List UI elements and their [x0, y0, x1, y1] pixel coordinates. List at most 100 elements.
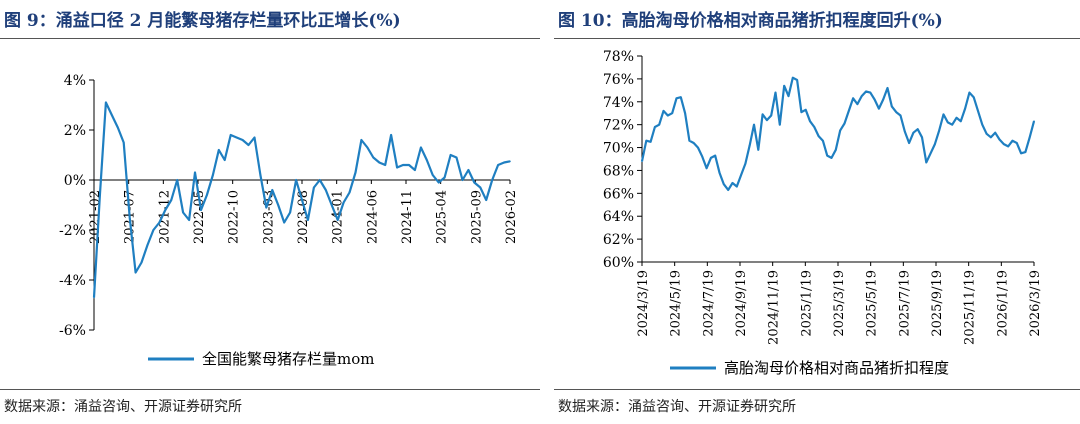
data-point	[140, 261, 143, 264]
data-point	[117, 126, 119, 129]
data-point	[426, 159, 428, 161]
data-point	[271, 189, 274, 191]
data-point	[431, 174, 434, 176]
x-tick-label: 2026/3/19	[1028, 270, 1043, 337]
x-tick-label: 2025/5/19	[865, 270, 880, 337]
y-tick-label: 70%	[603, 141, 634, 157]
left-title-rule	[0, 38, 540, 39]
data-point	[301, 199, 303, 201]
data-point	[408, 164, 410, 166]
legend-label: 全国能繁母猪存栏量mom	[202, 350, 374, 368]
x-tick-label: 2025/9/19	[930, 270, 945, 337]
x-tick-label: 2023-08	[296, 190, 311, 244]
data-point	[701, 155, 704, 158]
y-tick-label: 72%	[603, 118, 634, 134]
left-chart-source: 数据来源：涌益咨询、开源证券研究所	[4, 399, 242, 415]
data-point	[229, 134, 232, 136]
data-point	[912, 131, 915, 134]
data-point	[692, 142, 695, 144]
data-point	[873, 98, 876, 101]
left-chart-plot: 4%2%0%-2%-4%-6%2021-02 2021-07 2021-12 2022…	[59, 73, 519, 368]
data-point	[1024, 151, 1027, 153]
data-point	[697, 146, 699, 149]
y-tick-label: 66%	[603, 186, 634, 202]
data-point	[985, 133, 988, 135]
data-point	[152, 229, 155, 231]
data-point	[658, 123, 660, 126]
data-point	[1028, 136, 1031, 139]
y-tick-label: 64%	[603, 209, 634, 225]
data-point	[277, 204, 280, 206]
x-tick-label: 2024/9/19	[734, 270, 749, 337]
data-point	[817, 135, 820, 137]
data-point	[241, 139, 244, 141]
data-point	[1033, 120, 1035, 122]
data-point	[1003, 143, 1005, 145]
right-chart-plot: 78% 76% 74% 72% 70% 68% 66% 64% 62% 60%2024/3/19 2…	[603, 49, 1043, 377]
data-point	[122, 141, 125, 144]
data-point	[402, 164, 404, 166]
data-point	[158, 221, 161, 224]
data-point	[977, 110, 979, 112]
data-point	[783, 85, 785, 87]
data-point	[934, 143, 936, 145]
data-point	[1020, 152, 1022, 155]
data-point	[938, 129, 940, 132]
x-tick-label: 2022-10	[227, 190, 242, 244]
data-point	[437, 181, 440, 184]
data-point	[947, 121, 949, 124]
data-point	[414, 169, 416, 171]
data-point	[804, 109, 807, 111]
data-point	[990, 136, 992, 139]
data-point	[792, 76, 794, 79]
data-point	[710, 157, 712, 159]
data-point	[342, 201, 345, 204]
x-tick-label: 2024/5/19	[669, 270, 684, 337]
data-point	[289, 211, 291, 214]
data-point	[378, 161, 381, 164]
x-tick-label: 2025/1/19	[799, 270, 814, 337]
y-tick-label: 78%	[603, 49, 634, 65]
data-point	[654, 126, 656, 128]
data-point	[822, 139, 824, 142]
data-point	[787, 95, 790, 97]
data-point	[212, 174, 214, 176]
y-tick-label: 76%	[603, 72, 634, 88]
y-tick-label: 62%	[603, 232, 634, 248]
data-point	[813, 126, 816, 128]
data-point	[684, 112, 686, 114]
data-point	[757, 149, 760, 151]
data-point	[461, 179, 464, 181]
x-tick-label: 2024/11/19	[767, 270, 782, 345]
data-point	[218, 149, 220, 151]
data-point	[981, 123, 984, 126]
data-point	[886, 87, 889, 89]
x-tick-label: 2025/11/19	[963, 270, 978, 345]
data-point	[164, 209, 167, 211]
data-point	[247, 144, 250, 146]
data-point	[366, 146, 369, 149]
data-point	[206, 194, 208, 196]
data-point	[774, 91, 777, 94]
x-tick-label: 2024-11	[400, 190, 415, 244]
data-point	[856, 103, 859, 105]
data-point	[253, 136, 256, 139]
legend-label: 高胎淘母价格相对商品猪折扣程度	[724, 359, 949, 377]
data-point	[128, 216, 131, 219]
data-point	[925, 161, 928, 164]
data-point	[761, 113, 764, 116]
data-point	[420, 146, 422, 149]
data-point	[865, 90, 867, 93]
right-chart-source: 数据来源：涌益咨询、开源证券研究所	[558, 399, 796, 415]
y-tick-label: 74%	[603, 95, 634, 111]
data-point	[99, 194, 101, 196]
data-point	[929, 152, 932, 155]
data-point	[467, 169, 470, 171]
data-point	[188, 219, 190, 221]
data-point	[891, 105, 893, 108]
data-point	[134, 271, 137, 274]
data-point	[390, 134, 392, 136]
data-point	[330, 204, 333, 206]
y-tick-label: -2%	[59, 223, 86, 239]
data-point	[770, 114, 772, 117]
